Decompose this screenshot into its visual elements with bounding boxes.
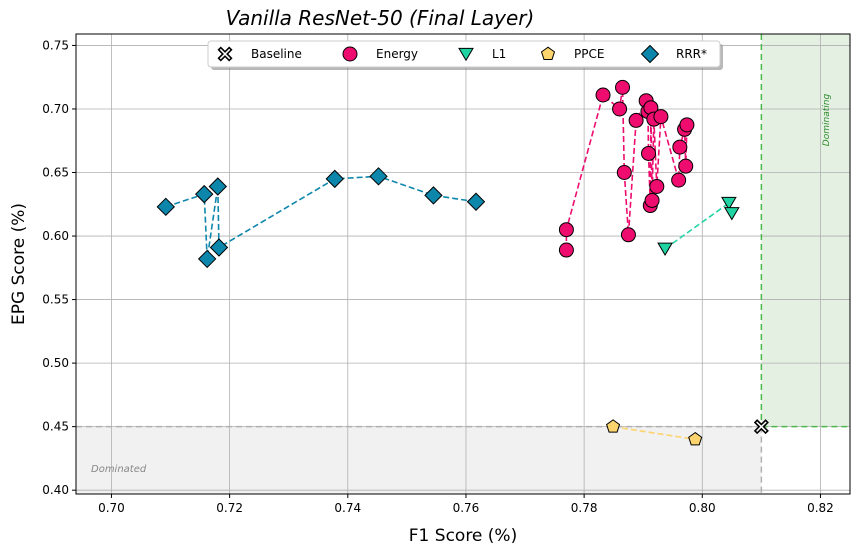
x-axis-ticks: 0.70 0.72 0.74 0.76 0.78 0.80 0.82 [98, 494, 834, 515]
legend-marker-energy [342, 46, 358, 62]
legend-label-baseline: Baseline [251, 47, 302, 61]
series-line-l1 [664, 201, 733, 250]
data-point-energy [558, 242, 574, 258]
data-point-rrr [369, 167, 388, 186]
x-tick-label: 0.76 [453, 501, 480, 515]
data-point-energy [628, 112, 644, 128]
chart-title: Vanilla ResNet-50 (Final Layer) [226, 6, 535, 30]
data-point-energy [616, 165, 632, 181]
legend-items: Baseline Energy L1 PPCE RRR* [217, 44, 707, 64]
y-tick-label: 0.40 [42, 483, 69, 497]
series-line-ppce [612, 425, 696, 441]
data-point-baseline [753, 419, 769, 435]
series-markers [156, 79, 769, 446]
data-point-energy [644, 192, 660, 208]
y-tick-label: 0.75 [42, 38, 69, 52]
data-point-energy [672, 139, 688, 155]
data-point-energy [678, 158, 694, 174]
x-tick-label: 0.82 [807, 501, 834, 515]
y-tick-label: 0.60 [42, 229, 69, 243]
legend-item-ppce: PPCE [540, 46, 604, 61]
data-point-energy [595, 87, 611, 103]
data-point-rrr [466, 192, 486, 211]
data-point-rrr [156, 197, 176, 217]
y-tick-label: 0.65 [42, 166, 69, 180]
x-tick-label: 0.74 [334, 501, 361, 515]
x-axis-label: F1 Score (%) [409, 526, 517, 546]
legend-item-l1: L1 [458, 47, 506, 62]
data-point-rrr [424, 186, 443, 205]
data-point-energy [649, 178, 665, 194]
legend-marker-rrr [640, 44, 660, 64]
data-point-energy [615, 79, 631, 95]
legend-item-energy: Energy [342, 46, 418, 62]
plot-frame [75, 33, 851, 495]
y-axis-ticks: 0.40 0.45 0.50 0.55 0.60 0.65 0.70 0.75 [42, 38, 76, 497]
dominated-region [76, 426, 762, 494]
data-point-energy [671, 172, 687, 188]
data-point-energy [558, 222, 574, 238]
data-point-energy [620, 227, 636, 243]
legend-label-ppce: PPCE [574, 47, 604, 61]
data-point-energy [653, 109, 669, 125]
legend-marker-l1 [458, 47, 474, 62]
data-point-ppce [688, 431, 703, 446]
y-tick-label: 0.50 [42, 356, 69, 370]
data-point-rrr [195, 184, 214, 204]
data-point-energy [679, 117, 695, 133]
region-layer [76, 34, 850, 494]
data-point-energy [641, 145, 657, 161]
legend-label-energy: Energy [376, 47, 418, 61]
legend-marker-ppce [540, 46, 556, 60]
dominating-region [761, 34, 850, 427]
y-axis-label: EPG Score (%) [9, 203, 29, 325]
legend-label-l1: L1 [492, 47, 506, 61]
data-point-l1 [657, 242, 673, 257]
data-point-energy [612, 101, 628, 117]
legend-item-baseline: Baseline [217, 46, 302, 62]
data-point-rrr [325, 169, 344, 189]
legend-item-rrr: RRR* [640, 44, 707, 64]
data-point-l1 [721, 196, 737, 211]
dominated-label: Dominated [91, 464, 147, 475]
data-point-l1 [723, 207, 740, 221]
grid-layer [76, 34, 850, 494]
x-tick-label: 0.78 [571, 501, 598, 515]
dominating-label: Dominating [822, 94, 832, 147]
legend-label-rrr: RRR* [676, 47, 707, 61]
series-lines [165, 87, 733, 441]
x-tick-label: 0.70 [98, 501, 125, 515]
data-point-ppce [606, 419, 621, 433]
data-point-rrr [197, 249, 217, 269]
legend-marker-baseline [217, 46, 233, 62]
data-point-rrr [209, 238, 229, 257]
reference-lines [76, 34, 850, 494]
y-tick-label: 0.55 [42, 293, 69, 307]
x-tick-label: 0.80 [689, 501, 716, 515]
data-point-rrr [208, 177, 228, 196]
y-tick-label: 0.70 [42, 102, 69, 116]
legend: Baseline Energy L1 PPCE RRR* [207, 40, 723, 70]
x-tick-label: 0.72 [216, 501, 243, 515]
y-tick-label: 0.45 [42, 420, 69, 434]
